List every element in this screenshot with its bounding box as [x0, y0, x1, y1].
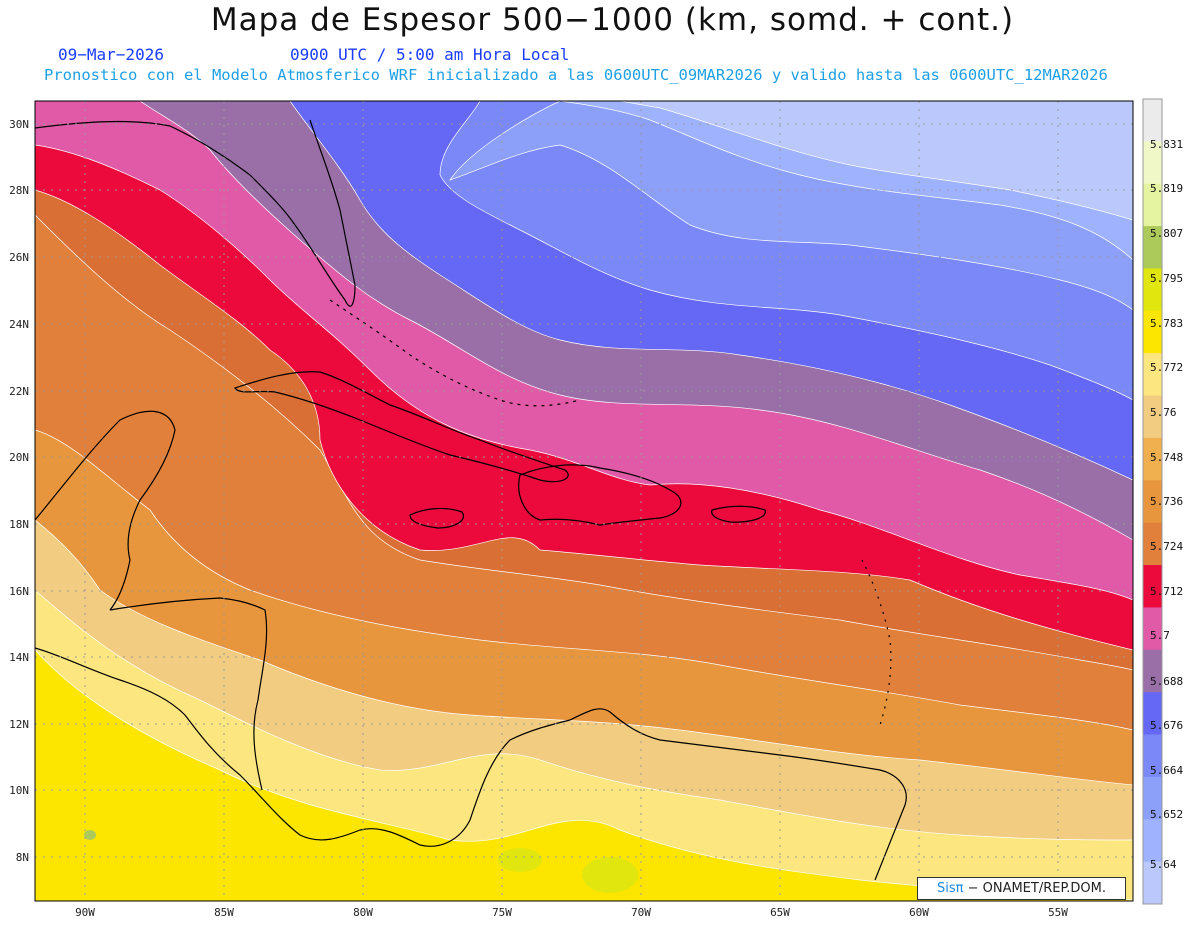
credit-brand: Sisπ — [936, 881, 964, 896]
lat-label: 28N — [9, 184, 29, 197]
colorbar-label: 5.7 — [1150, 629, 1170, 642]
colorbar-label: 5.807 — [1150, 227, 1184, 240]
lat-lon-grid — [35, 101, 1133, 901]
colorbar-swatch — [1143, 522, 1162, 566]
contour-patch — [498, 848, 542, 872]
lon-label: 65W — [770, 906, 790, 919]
lat-label: 18N — [9, 518, 29, 531]
colorbar-swatch — [1143, 268, 1162, 312]
lat-label: 24N — [9, 318, 29, 331]
colorbar-swatch — [1143, 776, 1162, 820]
lat-label: 22N — [9, 385, 29, 398]
lat-label: 12N — [9, 718, 29, 731]
colorbar-swatch — [1143, 480, 1162, 524]
colorbar-swatch — [1143, 437, 1162, 481]
lesser-antilles — [861, 559, 892, 726]
lat-label: 30N — [9, 118, 29, 131]
colorbar-swatch — [1143, 734, 1162, 778]
colorbar-swatch — [1143, 226, 1162, 269]
lon-label: 60W — [909, 906, 929, 919]
lon-label: 75W — [492, 906, 512, 919]
lat-label: 10N — [9, 784, 29, 797]
jamaica-coast — [409, 507, 464, 529]
colorbar-label: 5.652 — [1150, 808, 1184, 821]
colorbar-label: 5.664 — [1150, 764, 1184, 777]
colorbar — [1142, 98, 1163, 905]
lon-label: 55W — [1048, 906, 1068, 919]
bahamas — [329, 299, 581, 407]
cuba-coast — [234, 371, 569, 483]
hispaniola-coast — [518, 464, 682, 526]
colorbar-swatch — [1143, 649, 1162, 693]
colorbar-label: 5.64 — [1150, 858, 1177, 871]
colorbar-swatch — [1143, 141, 1162, 185]
colorbar-label: 5.795 — [1150, 272, 1184, 285]
lat-label: 26N — [9, 251, 29, 264]
honduras-coast — [109, 597, 268, 791]
colorbar-label: 5.831 — [1150, 138, 1184, 151]
lon-label: 85W — [214, 906, 234, 919]
forecast-time: 0900 UTC / 5:00 am Hora Local — [290, 45, 570, 64]
lon-label: 90W — [75, 906, 95, 919]
colorbar-swatch — [1143, 353, 1162, 397]
forecast-info: Pronostico con el Modelo Atmosferico WRF… — [44, 66, 1108, 84]
lat-label: 8N — [15, 851, 29, 864]
colorbar-label: 5.724 — [1150, 540, 1184, 553]
contour-patch — [582, 857, 638, 893]
colorbar-swatch — [1143, 395, 1162, 439]
band-lightest — [619, 101, 1133, 221]
map-frame — [34, 100, 1134, 902]
forecast-date: 09−Mar−2026 — [58, 45, 164, 64]
lat-label: 14N — [9, 651, 29, 664]
coastlines — [35, 119, 907, 881]
central-america-coast — [35, 647, 471, 847]
colorbar-label: 5.783 — [1150, 317, 1184, 330]
lon-label: 80W — [353, 906, 373, 919]
lon-label: 70W — [631, 906, 651, 919]
colorbar-label: 5.76 — [1150, 406, 1177, 419]
colorbar-label: 5.712 — [1150, 585, 1184, 598]
colorbar-swatch — [1143, 565, 1162, 608]
colorbar-swatch — [1143, 607, 1162, 651]
colorbar-swatch — [1143, 183, 1162, 227]
colorbar-swatch — [1143, 99, 1162, 142]
contour-patch — [84, 830, 96, 840]
florida-coast — [35, 119, 356, 307]
colorbar-label: 5.676 — [1150, 719, 1184, 732]
colorbar-swatch — [1143, 861, 1162, 905]
colorbar-frame — [1142, 98, 1163, 905]
colorbar-label: 5.736 — [1150, 495, 1184, 508]
filled-contours — [35, 101, 1133, 901]
colorbar-label: 5.819 — [1150, 182, 1184, 195]
map-title: Mapa de Espesor 500−1000 (km, somd. + co… — [210, 2, 1015, 38]
colorbar-label: 5.772 — [1150, 361, 1184, 374]
credit-text: − ONAMET/REP.DOM. — [967, 881, 1107, 896]
south-america-coast — [469, 708, 907, 881]
yucatan-coast — [35, 410, 176, 611]
colorbar-swatch — [1143, 310, 1162, 354]
colorbar-swatch — [1143, 692, 1162, 736]
credit-box: Sisπ − ONAMET/REP.DOM. — [917, 877, 1126, 900]
colorbar-label: 5.688 — [1150, 675, 1184, 688]
lat-label: 16N — [9, 585, 29, 598]
colorbar-label: 5.748 — [1150, 451, 1184, 464]
colorbar-swatch — [1143, 819, 1162, 863]
puerto-rico-coast — [711, 505, 766, 523]
lat-label: 20N — [9, 451, 29, 464]
